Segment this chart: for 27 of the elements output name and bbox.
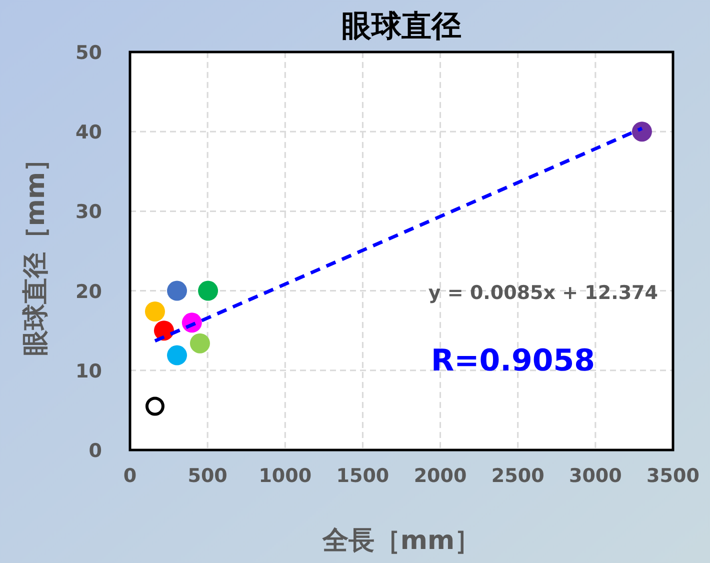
point	[167, 345, 188, 366]
annotation: y = 0.0085x + 12.374	[428, 282, 658, 304]
x-tick-label: 3500	[646, 465, 700, 487]
x-tick-label: 1000	[258, 465, 312, 487]
x-tick-label: 500	[188, 465, 228, 487]
y-tick-label: 20	[76, 280, 102, 303]
x-tick-label: 2000	[414, 465, 467, 487]
point	[632, 122, 652, 142]
x-tick-label: 2500	[491, 465, 544, 487]
y-tick-label: 40	[76, 122, 102, 144]
y-axis-title: 眼球直径［mm］	[21, 146, 51, 356]
chart-title: 眼球直径	[342, 9, 462, 44]
x-tick-label: 3000	[568, 465, 622, 487]
annotation: R=0.9058	[430, 343, 595, 378]
point	[145, 396, 164, 416]
x-tick-label: 0	[123, 465, 137, 487]
x-axis-title: 全長［mm］	[321, 526, 481, 556]
point	[167, 280, 188, 301]
y-tick-label: 30	[76, 201, 102, 224]
y-tick-label: 10	[76, 360, 102, 382]
y-tick-label: 0	[88, 440, 102, 462]
y-tick-label: 50	[76, 42, 102, 64]
point	[190, 333, 210, 354]
point	[154, 320, 174, 341]
x-tick-label: 1500	[336, 465, 390, 487]
point	[198, 280, 218, 301]
point	[144, 301, 165, 322]
